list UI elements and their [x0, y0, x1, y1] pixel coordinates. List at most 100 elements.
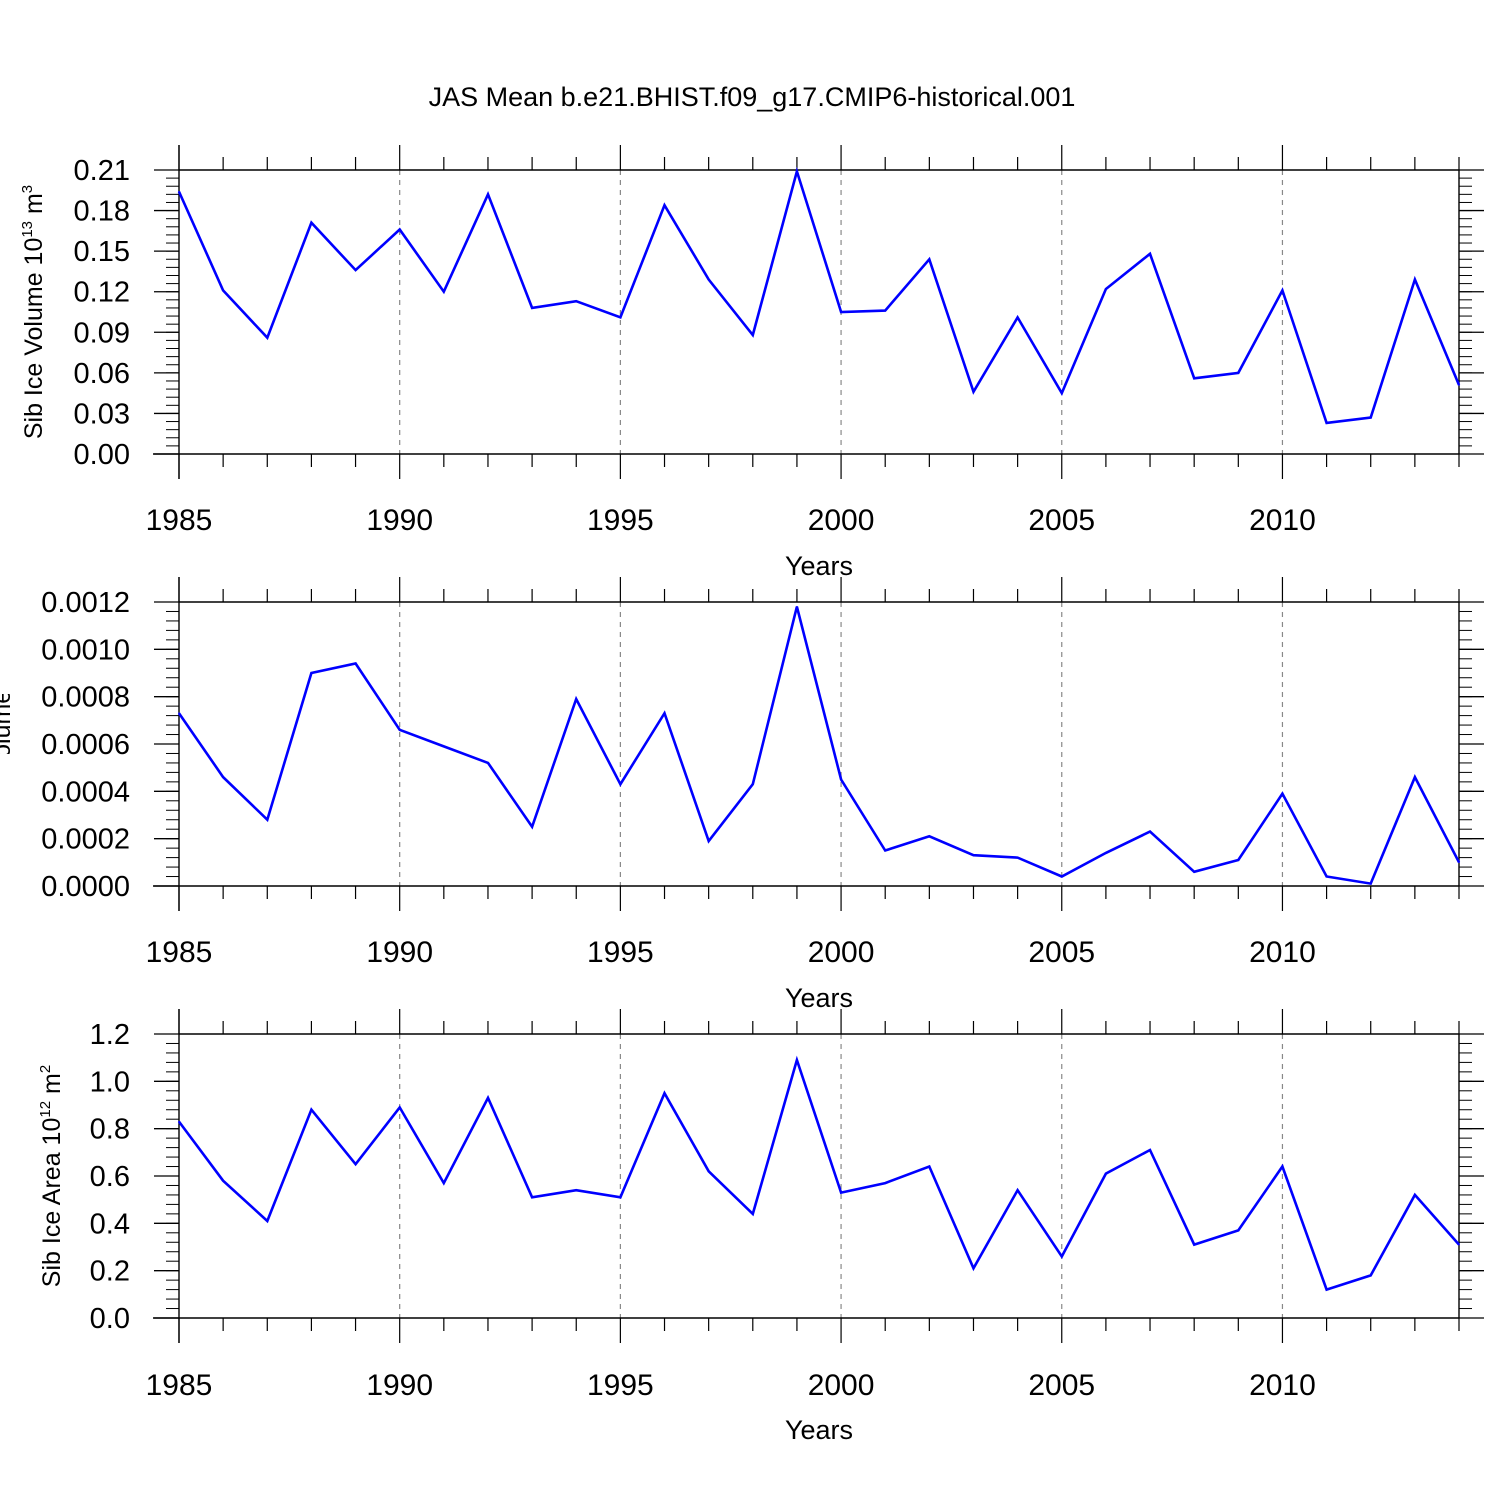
x-tick-label: 1985: [146, 1369, 213, 1402]
data-point: [796, 170, 798, 173]
data-point: [178, 1120, 180, 1123]
data-point: [310, 672, 313, 674]
data-point: [1414, 776, 1416, 778]
data-point: [751, 1213, 754, 1215]
data-point: [619, 783, 622, 786]
panel-snow-volume: 1985 1990 1995 2000 2005 2010 0.0000 0.0002 0.00…: [0, 577, 1484, 1013]
data-point: [531, 826, 533, 828]
data-point: [1281, 289, 1284, 292]
data-point: [575, 300, 578, 302]
data-point: [1016, 856, 1019, 859]
data-point: [1325, 875, 1328, 878]
data-point: [796, 1059, 798, 1061]
y-tick-label: 1.2: [90, 1019, 130, 1051]
y-tick-label: 0.2: [90, 1256, 130, 1288]
x-tick-label: 1995: [587, 504, 654, 537]
data-point: [1237, 859, 1240, 861]
x-tick-label: 1985: [146, 936, 213, 969]
data-point: [1414, 278, 1416, 281]
data-point: [1193, 1243, 1195, 1246]
data-point: [266, 818, 269, 821]
data-point: [663, 204, 666, 206]
x-tick-label: 2000: [808, 504, 875, 537]
data-point: [1325, 1288, 1328, 1291]
data-point: [443, 1182, 445, 1184]
data-point: [663, 1092, 666, 1094]
data-point: [840, 778, 842, 781]
y-tick-label: 0.15: [74, 236, 130, 268]
data-point: [884, 849, 887, 852]
data-point: [1149, 253, 1151, 255]
data-point: [707, 1170, 710, 1173]
y-tick-label: 0.00: [74, 439, 130, 471]
y-tick-label: 0.06: [74, 358, 130, 390]
data-point: [1016, 316, 1019, 319]
data-point: [266, 336, 269, 339]
data-point: [1237, 1229, 1240, 1232]
y-tick-label: 0.12: [74, 277, 130, 309]
x-tick-label: 2010: [1249, 504, 1316, 537]
data-point: [1369, 416, 1372, 419]
x-tick-label: 2005: [1028, 1369, 1095, 1402]
data-point: [1060, 875, 1063, 878]
data-point: [1281, 792, 1284, 795]
data-point: [178, 190, 180, 193]
y-tick-label: 0.0008: [41, 682, 130, 714]
y-tick-label: 0.6: [90, 1161, 130, 1193]
chart-title: JAS Mean b.e21.BHIST.f09_g17.CMIP6-histo…: [429, 82, 1076, 112]
x-axis-label: Years: [785, 1415, 853, 1445]
data-point: [1193, 871, 1195, 873]
data-point: [1193, 377, 1195, 380]
x-tick-label: 2010: [1249, 1369, 1316, 1402]
y-tick-label: 0.18: [74, 196, 130, 228]
panel-ice-volume: 1985 1990 1995 2000 2005 2010 0.00 0.03 0.06 0.09…: [19, 145, 1484, 581]
x-tick-label: 1990: [366, 504, 433, 537]
panel-ice-area: 1985 1990 1995 2000 2005 2010 0.0 0.2 0.4 0.6 0.8 1…: [37, 1009, 1484, 1445]
data-point: [1149, 830, 1151, 833]
data-point: [531, 1196, 533, 1199]
data-point: [1414, 1194, 1416, 1196]
data-point: [972, 390, 975, 393]
data-point: [1325, 422, 1328, 424]
y-axis-label: Sib Snow Volume 1013 m3: [0, 602, 16, 886]
x-tick-label: 1995: [587, 1369, 654, 1402]
data-point: [487, 1097, 489, 1099]
y-tick-label: 0.0: [90, 1303, 130, 1335]
data-point: [575, 698, 578, 700]
data-point: [1458, 1243, 1460, 1246]
x-axis-label: Years: [785, 551, 853, 581]
data-point: [1369, 1274, 1372, 1277]
x-tick-label: 1985: [146, 504, 213, 537]
data-point: [928, 258, 931, 261]
data-point: [443, 290, 445, 293]
y-tick-label: 0.21: [74, 155, 130, 187]
data-point: [354, 662, 357, 665]
y-tick-label: 0.0002: [41, 824, 130, 856]
data-point: [575, 1189, 578, 1191]
y-tick-label: 0.4: [90, 1208, 130, 1240]
y-tick-label: 0.8: [90, 1114, 130, 1146]
data-point: [1105, 852, 1107, 854]
data-point: [1060, 392, 1063, 394]
data-point: [1458, 861, 1460, 864]
data-point: [928, 1165, 931, 1168]
y-tick-label: 0.09: [74, 317, 130, 349]
series-line: [177, 606, 1461, 886]
x-tick-label: 2010: [1249, 936, 1316, 969]
y-tick-label: 0.0000: [41, 871, 130, 903]
data-point: [619, 316, 622, 319]
y-tick-label: 1.0: [90, 1066, 130, 1098]
data-point: [619, 1196, 622, 1199]
x-tick-label: 1990: [366, 1369, 433, 1402]
data-point: [840, 311, 842, 313]
y-tick-label: 0.0010: [41, 634, 130, 666]
x-axis-label: Years: [785, 983, 853, 1013]
data-point: [310, 221, 313, 224]
x-tick-label: 2000: [808, 936, 875, 969]
y-tick-label: 0.03: [74, 398, 130, 430]
data-point: [354, 269, 357, 271]
data-point: [884, 309, 887, 312]
data-point: [398, 729, 401, 731]
data-point: [354, 1163, 357, 1165]
data-point: [707, 278, 710, 281]
